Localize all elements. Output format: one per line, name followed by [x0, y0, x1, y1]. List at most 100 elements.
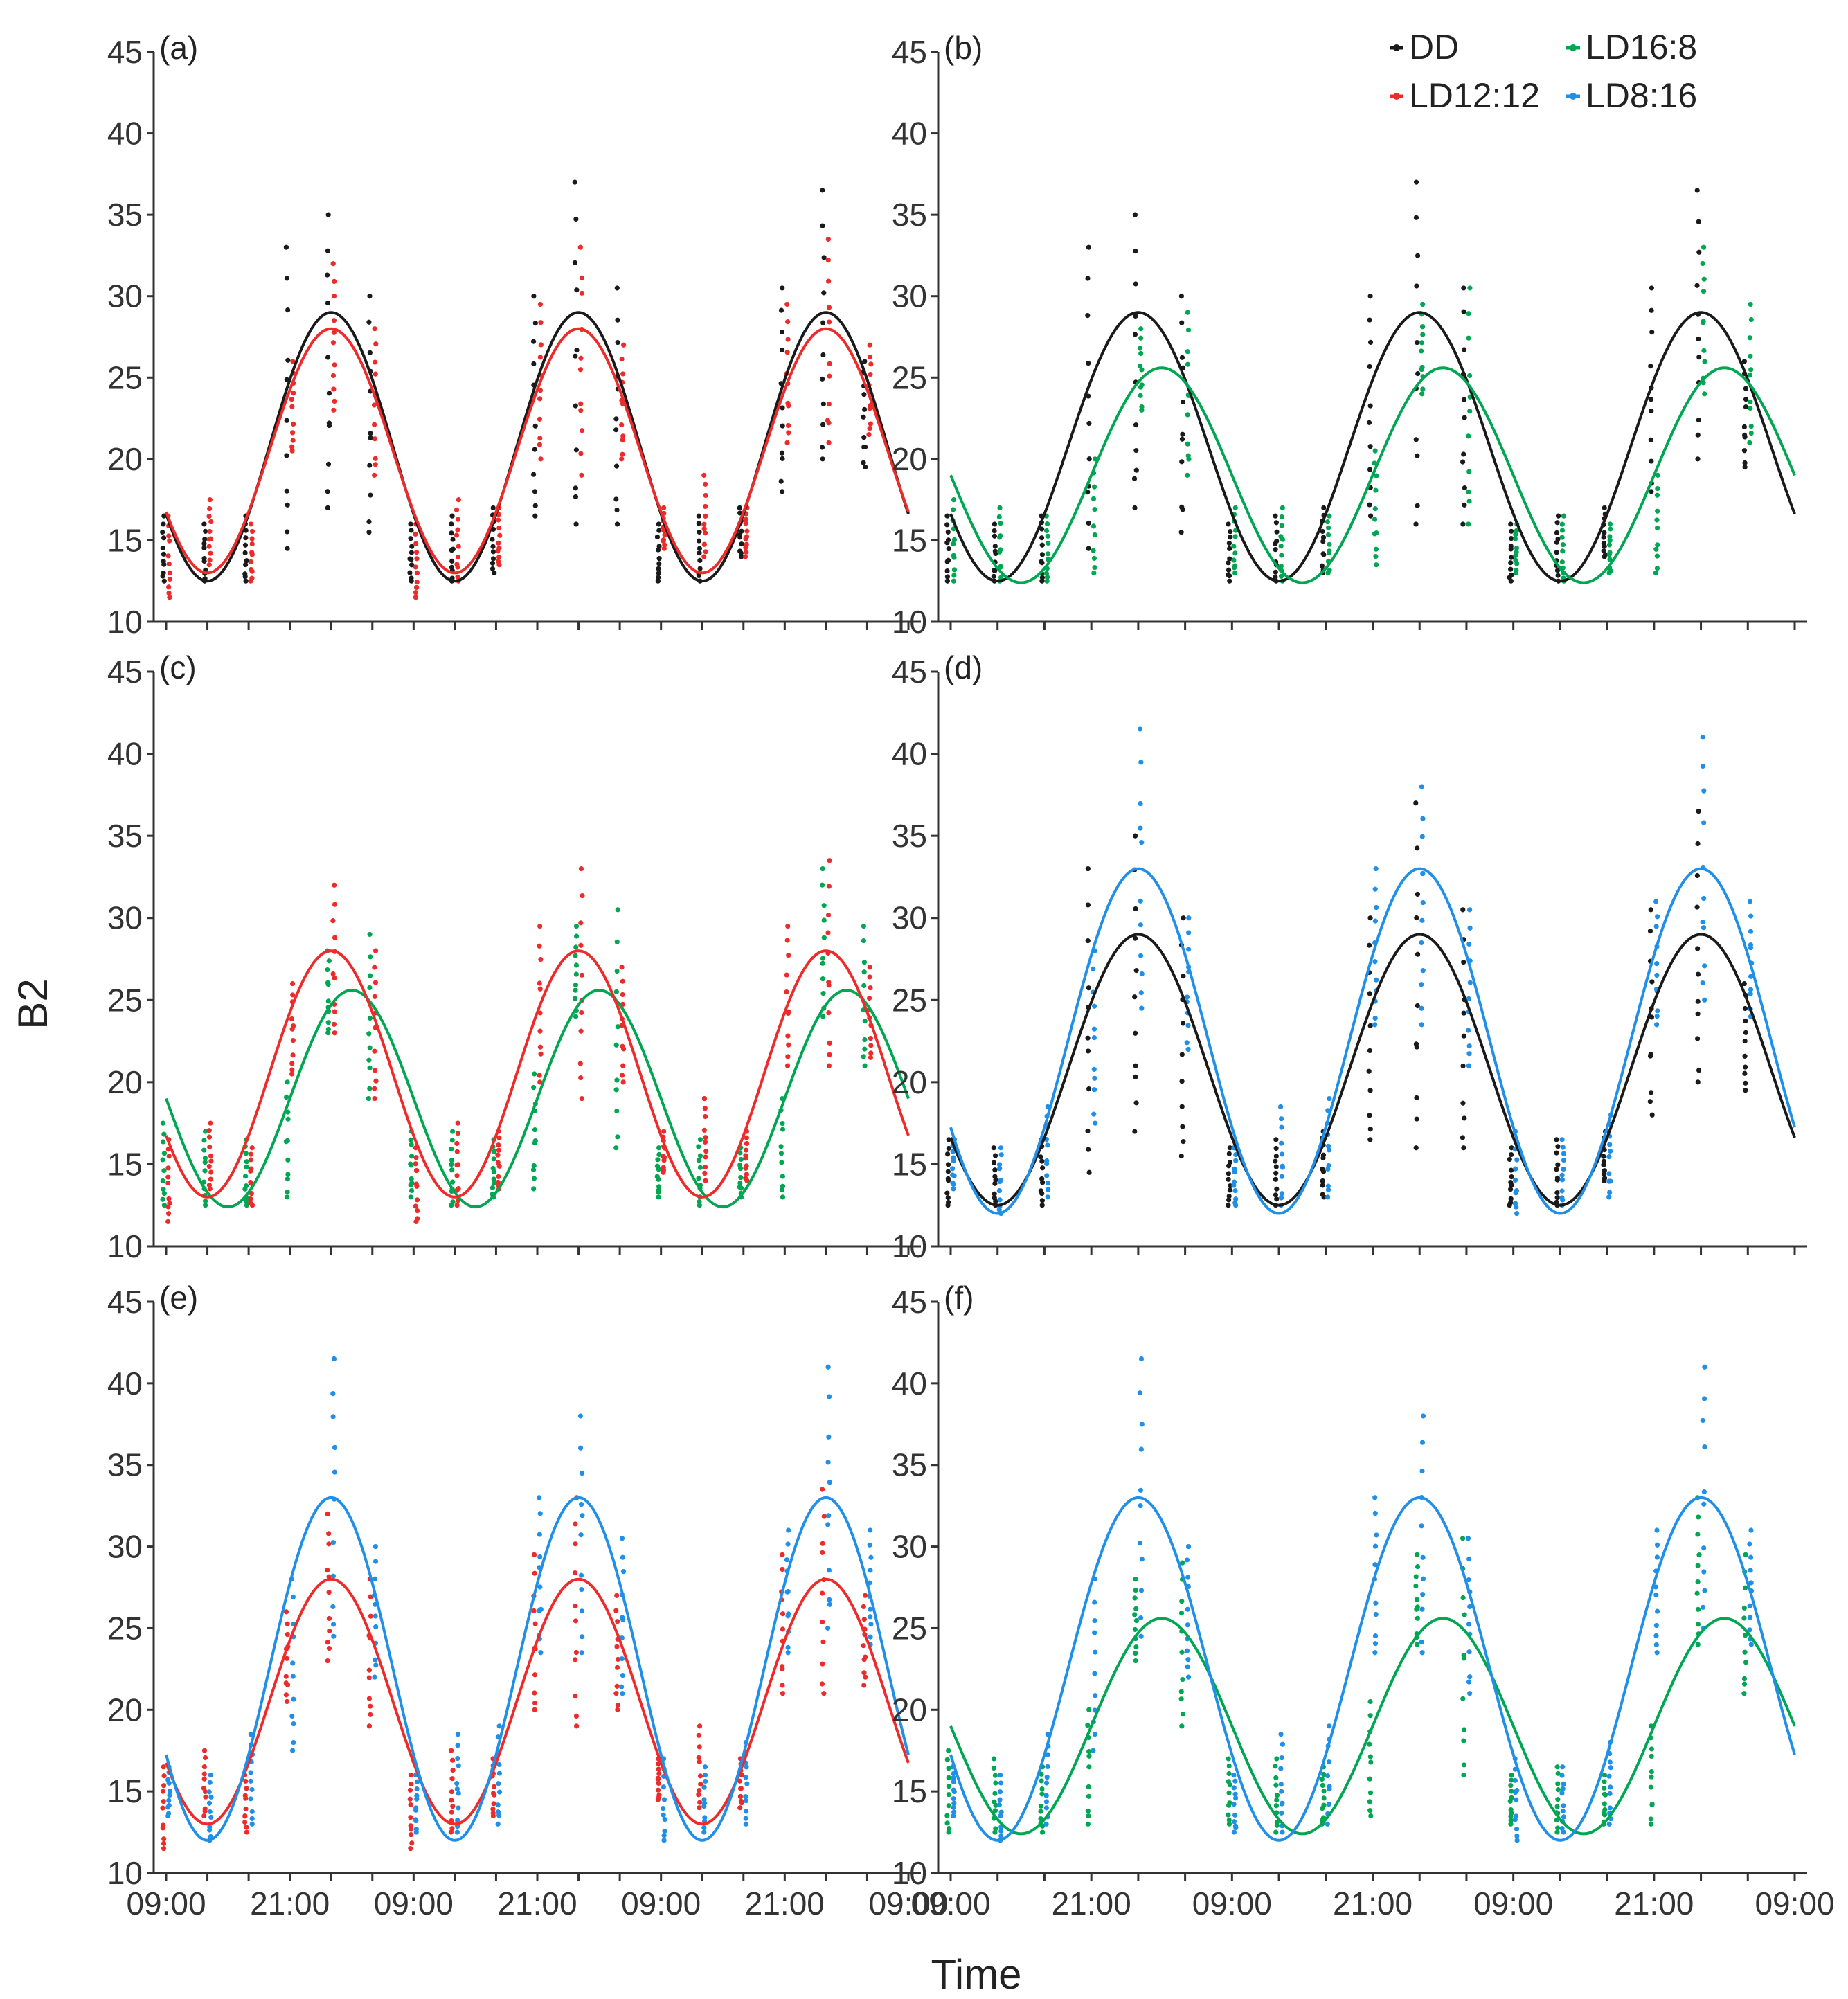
data-point — [1654, 1527, 1660, 1533]
data-point — [1702, 1588, 1707, 1593]
data-point — [577, 1413, 583, 1419]
data-point — [1461, 1652, 1466, 1658]
data-point — [285, 529, 290, 535]
data-point — [408, 1137, 413, 1142]
data-point — [490, 1165, 496, 1171]
data-point — [615, 1134, 620, 1140]
data-point — [1508, 1782, 1514, 1789]
y-tick-label: 35 — [892, 1447, 927, 1483]
data-point — [531, 1608, 537, 1614]
data-point — [1327, 548, 1332, 554]
data-point — [1695, 841, 1701, 847]
data-point — [330, 1540, 337, 1545]
data-point — [1325, 532, 1331, 538]
data-point — [208, 1794, 214, 1800]
data-point — [1694, 283, 1700, 288]
data-point — [701, 541, 707, 547]
data-point — [1374, 473, 1379, 478]
data-point — [573, 353, 578, 359]
data-point — [573, 1694, 578, 1699]
data-point — [1560, 1809, 1566, 1814]
data-point — [1606, 1154, 1612, 1160]
data-point — [862, 1063, 868, 1068]
data-point — [786, 1009, 791, 1014]
data-point — [827, 319, 832, 325]
data-point — [861, 983, 867, 989]
data-point — [456, 1185, 461, 1192]
data-point — [415, 1208, 420, 1214]
data-point — [1321, 1789, 1327, 1794]
data-point — [620, 1673, 625, 1678]
data-point — [326, 958, 332, 964]
data-point — [1607, 534, 1613, 539]
data-point — [1508, 1196, 1514, 1201]
data-point — [946, 1199, 951, 1205]
data-point — [1133, 1617, 1139, 1624]
data-point — [697, 529, 702, 535]
data-point — [1561, 1166, 1566, 1172]
data-point — [1044, 1775, 1050, 1780]
legend-item-ld16-8: LD16:8 — [1566, 28, 1697, 66]
data-point — [537, 980, 542, 986]
data-point — [1419, 784, 1424, 789]
data-point — [997, 1197, 1003, 1203]
data-point — [573, 962, 580, 968]
data-point — [1133, 281, 1138, 287]
data-point — [325, 1026, 331, 1032]
data-point — [619, 1684, 625, 1689]
data-point — [1278, 1732, 1284, 1737]
data-point — [332, 1469, 337, 1475]
data-point — [743, 1176, 748, 1181]
data-point — [744, 1135, 749, 1140]
data-point — [249, 1145, 255, 1151]
data-point — [1696, 336, 1701, 342]
data-point — [620, 1615, 625, 1620]
data-point — [821, 917, 827, 923]
data-point — [1419, 1022, 1424, 1028]
data-point — [249, 575, 255, 581]
data-point — [998, 521, 1003, 526]
data-point — [283, 1609, 289, 1615]
data-point — [785, 1644, 791, 1650]
data-point — [1695, 432, 1701, 438]
data-point — [325, 489, 330, 494]
data-point — [1415, 951, 1421, 957]
data-point — [372, 422, 377, 427]
data-point — [161, 578, 167, 584]
data-point — [1274, 1756, 1280, 1762]
y-tick-label: 25 — [892, 359, 927, 395]
data-point — [1555, 573, 1561, 578]
data-point — [1279, 1191, 1285, 1196]
data-point — [1741, 1681, 1748, 1687]
data-point — [538, 342, 544, 348]
data-point — [530, 472, 537, 477]
data-point — [945, 1195, 951, 1201]
data-point — [206, 1128, 212, 1133]
data-point — [408, 1815, 413, 1820]
data-point — [1279, 1116, 1284, 1122]
data-point — [289, 448, 295, 454]
panel-label: (e) — [159, 1280, 198, 1316]
data-point — [1747, 1615, 1753, 1620]
data-point — [1695, 1532, 1701, 1537]
data-point — [373, 371, 378, 377]
data-point — [1466, 311, 1471, 316]
data-point — [1654, 553, 1660, 559]
data-point — [409, 1781, 414, 1787]
data-point — [1137, 726, 1143, 732]
data-point — [531, 1186, 537, 1192]
data-point — [868, 1043, 874, 1048]
data-point — [572, 260, 578, 266]
data-point — [455, 1732, 460, 1737]
data-point — [408, 536, 413, 541]
data-point — [326, 1645, 332, 1651]
data-point — [243, 528, 249, 533]
data-point — [1649, 285, 1654, 291]
data-point — [1460, 1063, 1466, 1069]
data-point — [577, 1061, 583, 1066]
data-point — [167, 538, 172, 544]
data-point — [1514, 528, 1520, 533]
data-point — [207, 1809, 213, 1815]
data-point — [373, 359, 378, 365]
data-point — [202, 1160, 208, 1165]
